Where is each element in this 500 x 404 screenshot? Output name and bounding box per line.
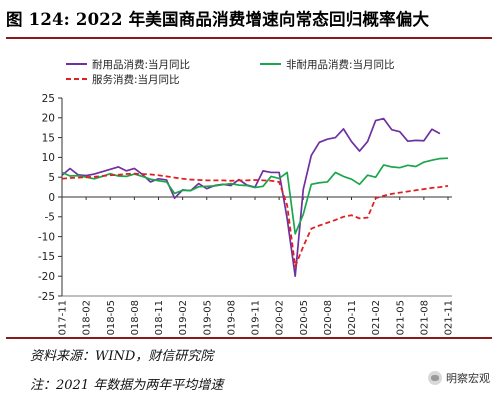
y-tick-label: 25 [42, 93, 55, 105]
title-rule [6, 37, 492, 39]
x-tick-label: 2020-11 [347, 300, 358, 336]
x-tick-label: 2018-08 [130, 300, 141, 336]
legend-label: 耐用品消费:当月同比 [92, 58, 190, 71]
watermark: 明察宏观 [428, 370, 490, 386]
y-tick-label: -25 [38, 291, 55, 303]
y-tick-label: 5 [48, 172, 55, 184]
y-tick-label: -15 [38, 251, 55, 263]
x-tick-label: 2021-08 [419, 300, 430, 336]
series-line-2 [61, 157, 449, 235]
x-tick-label: 2021-11 [444, 300, 455, 336]
footer-rule [6, 337, 492, 339]
x-tick-label: 2020-05 [299, 300, 310, 336]
x-tick-label: 2018-05 [106, 300, 117, 336]
y-tick-label: 20 [42, 113, 55, 125]
figure-title: 图 124: 2022 年美国商品消费增速向常态回归概率偏大 [6, 10, 430, 29]
x-tick-label: 2020-08 [323, 300, 334, 336]
y-tick-label: 10 [42, 152, 55, 164]
y-tick-label: -5 [45, 212, 55, 224]
x-tick-label: 2019-02 [178, 300, 189, 336]
y-axis: 25 20 15 10 5 0 -5 -10 -15 -20 -25 [38, 93, 63, 303]
legend-label: 服务消费:当月同比 [92, 73, 180, 86]
plot-area [61, 117, 449, 278]
x-tick-label: 2018-11 [154, 300, 165, 336]
x-axis: 2017-11 2018-02 2018-05 2018-08 2018-11 2019-… [58, 196, 455, 336]
y-tick-label: 15 [42, 132, 55, 144]
series-line-3 [61, 172, 449, 268]
x-tick-label: 2021-02 [371, 300, 382, 336]
x-tick-label: 2020-02 [275, 300, 286, 336]
x-tick-label: 2019-08 [226, 300, 237, 336]
watermark-label: 明察宏观 [446, 372, 490, 385]
y-tick-label: -20 [38, 271, 55, 283]
source-note: 资料来源：WIND，财信研究院 [30, 349, 214, 364]
wechat-icon [428, 371, 442, 385]
x-tick-label: 2021-05 [395, 300, 406, 336]
x-tick-label: 2019-05 [202, 300, 213, 336]
y-tick-label: 0 [48, 192, 55, 204]
x-tick-label: 2018-02 [82, 300, 93, 336]
y-tick-label: -10 [38, 231, 55, 243]
x-tick-label: 2017-11 [58, 300, 69, 336]
x-tick-label: 2019-11 [251, 300, 262, 336]
footnote: 注：2021 年数据为两年平均增速 [30, 378, 224, 393]
legend-label: 非耐用品消费:当月同比 [286, 58, 395, 71]
